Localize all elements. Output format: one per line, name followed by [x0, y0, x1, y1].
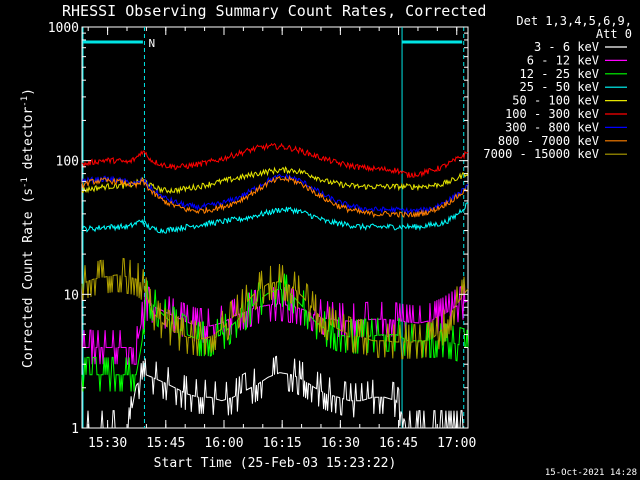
x-tick-label: 16:30 — [321, 436, 360, 451]
series-line — [81, 142, 469, 178]
axes-layer: 1 10 100 1000 15:30 15:45 16:00 16:15 16:30 16:45… — [48, 21, 477, 451]
series-line — [81, 173, 469, 216]
x-tick-label: 15:45 — [146, 436, 185, 451]
y-axis-label-mid: detector — [21, 107, 36, 178]
chart-title: RHESSI Observing Summary Count Rates, Co… — [62, 2, 486, 20]
marker-label: N — [148, 37, 155, 50]
x-axis-label: Start Time (25-Feb-03 15:23:22) — [154, 456, 397, 471]
y-axis-label: Corrected Count Rate (s-1 detector-1) — [20, 88, 36, 368]
x-tick-label: 16:45 — [379, 436, 418, 451]
legend-entry-label: 25 - 50 keV — [520, 80, 599, 94]
plot-area — [81, 26, 469, 429]
series-line — [82, 355, 468, 429]
legend-entry-label: 300 - 800 keV — [505, 120, 599, 134]
markers-layer: N — [82, 27, 465, 428]
series-line — [81, 202, 469, 234]
legend-header-line-2: Att 0 — [596, 27, 632, 41]
x-tick-label: 16:00 — [204, 436, 243, 451]
legend-entry-label: 800 - 7000 keV — [498, 134, 599, 148]
legend-entry-label: 3 - 6 keV — [534, 40, 599, 54]
legend-header-line-1: Det 1,3,4,5,6,9, — [516, 14, 632, 28]
series-line — [81, 165, 469, 195]
series-layer — [81, 142, 469, 429]
y-tick-label: 10 — [63, 288, 79, 303]
legend-entry-label: 6 - 12 keV — [527, 53, 599, 67]
y-axis-label-sup1: -1 — [20, 177, 30, 188]
y-tick-label: 1000 — [48, 21, 79, 36]
legend-entry-label: 100 - 300 keV — [505, 107, 599, 121]
legend-entry-label: 50 - 100 keV — [512, 94, 599, 108]
x-tick-label: 15:30 — [88, 436, 127, 451]
y-axis-label-sup2: -1 — [20, 96, 30, 107]
legend-entry-label: 7000 - 15000 keV — [483, 147, 599, 161]
legend-entry-label: 12 - 25 keV — [520, 67, 599, 81]
series-line — [81, 174, 469, 219]
date-stamp: 15-Oct-2021 14:28 — [545, 468, 637, 478]
x-tick-label: 17:00 — [437, 436, 476, 451]
series-line — [81, 257, 469, 360]
y-axis-label-main: Corrected Count Rate (s — [21, 188, 36, 368]
x-tick-label: 16:15 — [263, 436, 302, 451]
y-axis-label-end: ) — [21, 88, 36, 96]
y-tick-label: 100 — [56, 155, 79, 170]
plot-frame — [81, 26, 469, 429]
series-line — [82, 284, 469, 365]
y-tick-label: 1 — [71, 422, 79, 437]
